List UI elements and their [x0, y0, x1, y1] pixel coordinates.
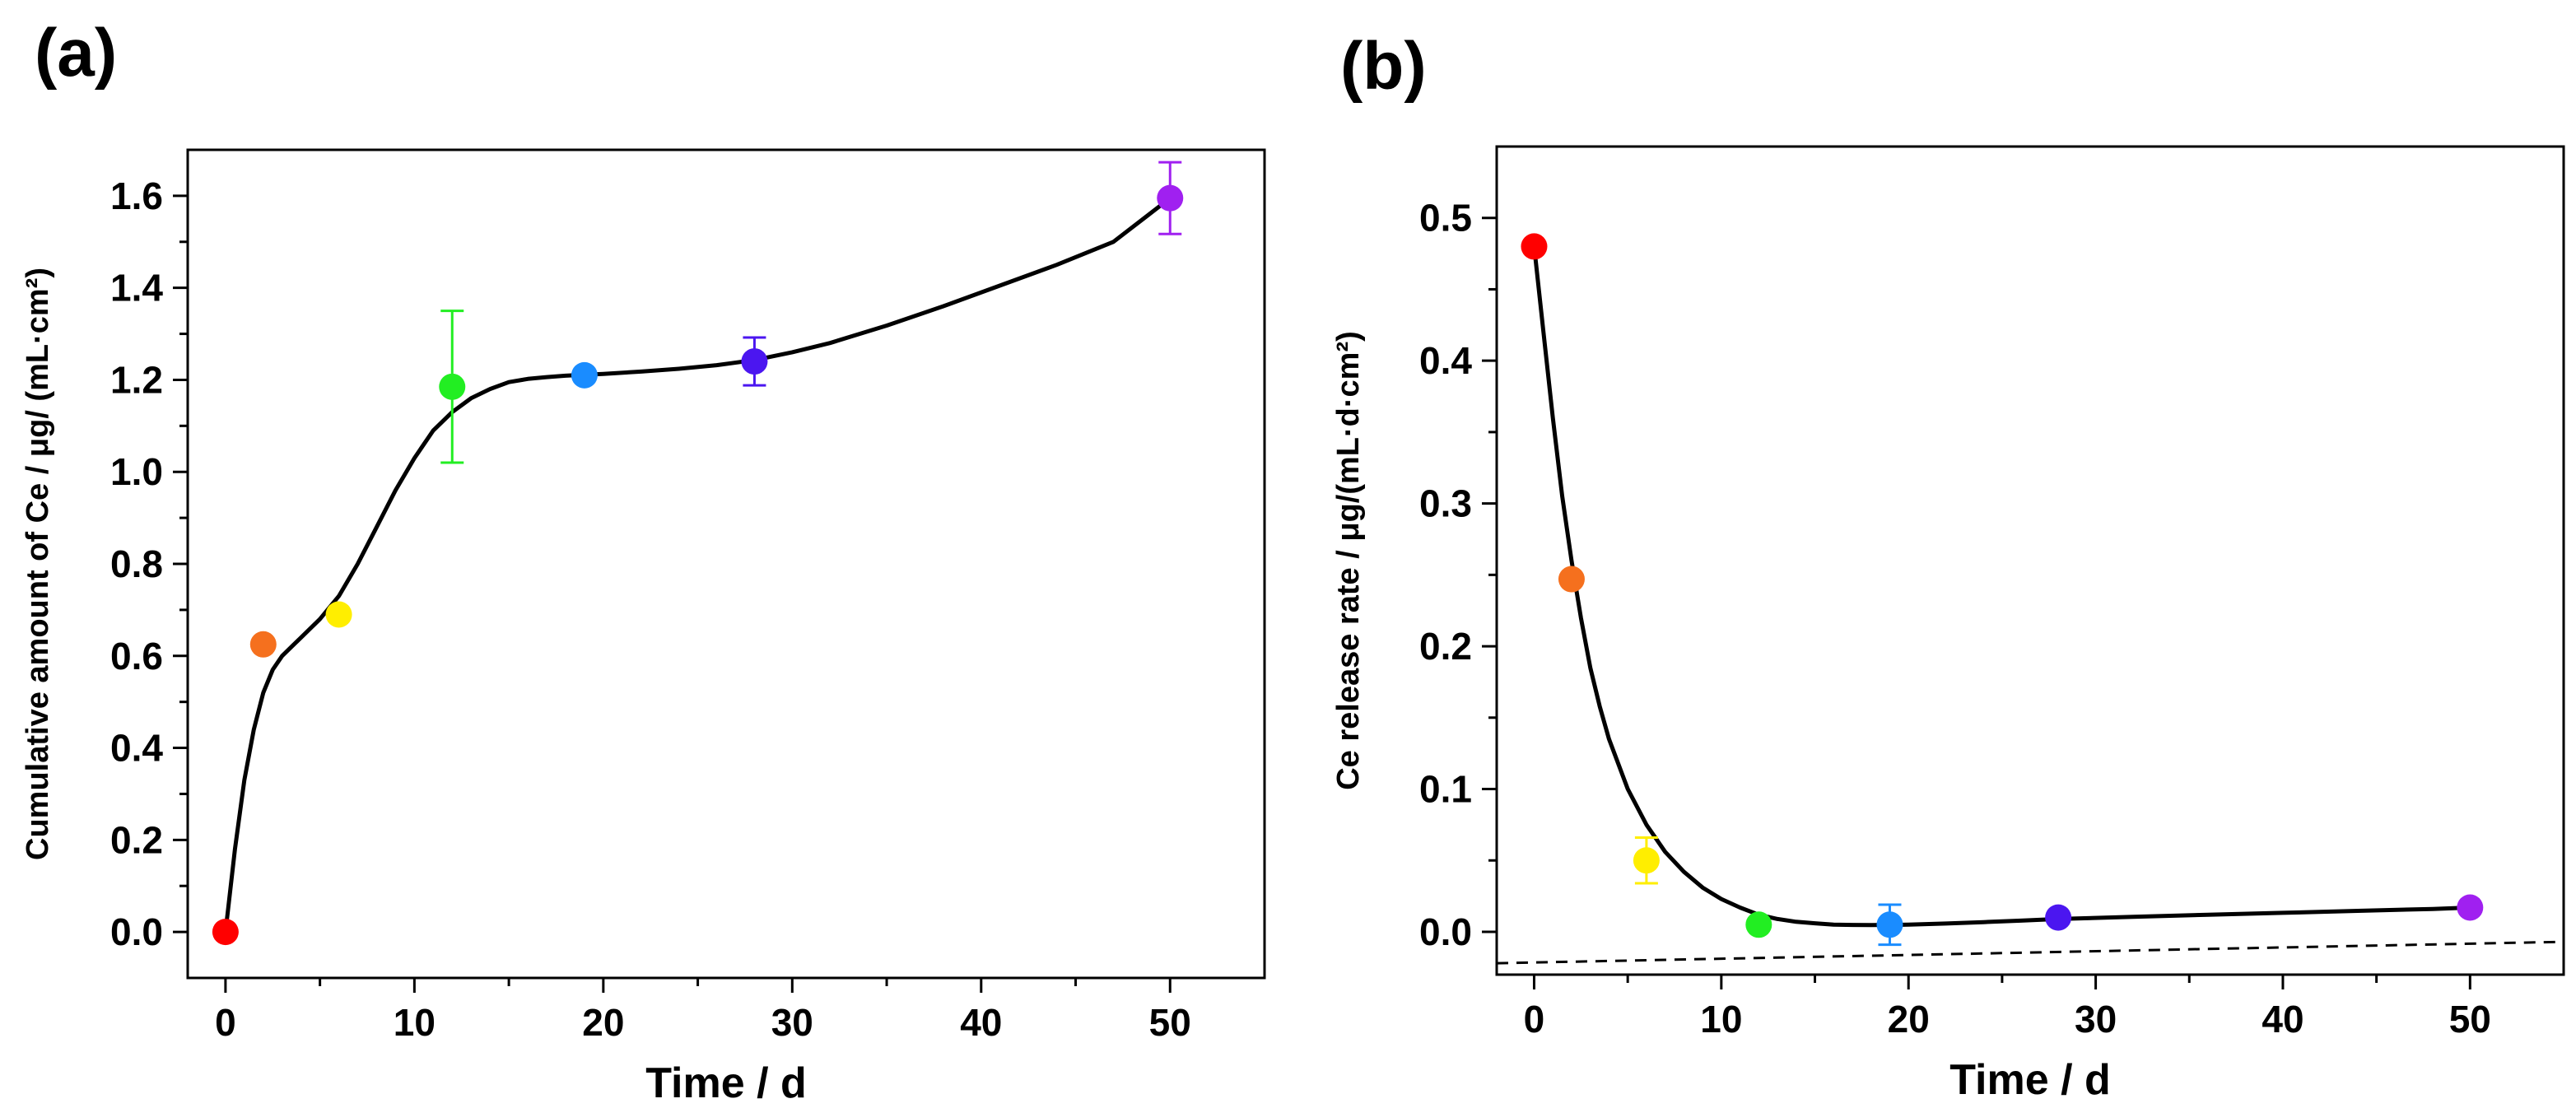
panel-b-frame — [1495, 145, 2565, 976]
panel-a-x-tick-label: 30 — [771, 1001, 813, 1044]
panel-b-x-tick-label: 10 — [1700, 998, 1742, 1040]
panel-a-x-tick-label: 10 — [394, 1001, 436, 1044]
panel-b-data-point — [1633, 847, 1660, 874]
panel-a-data-point — [741, 348, 768, 375]
panel-b-data-point — [2045, 904, 2072, 931]
panel-a-data-point — [571, 361, 598, 389]
panel-a-data-point — [439, 373, 466, 400]
panel-a-y-tick-label: 1.4 — [110, 267, 163, 310]
panel-b-x-tick-label: 40 — [2262, 998, 2303, 1040]
panel-b-x-tick-label: 20 — [1888, 998, 1930, 1040]
panel-b-x-axis-title: Time / d — [1949, 1056, 2111, 1104]
panel-b-data-point — [1745, 911, 1772, 938]
panel-b-y-tick-label: 0.2 — [1419, 625, 1472, 668]
panel-a-y-axis-title-text: Cumulative amount of Ce / μg/ (mL·cm²) — [21, 268, 55, 860]
panel-a-x-tick-label: 0 — [215, 1001, 236, 1044]
panel-a-y-tick-label: 0.8 — [110, 542, 163, 585]
panel-b-data-point — [1558, 566, 1585, 593]
panel-b-data-point — [1521, 233, 1548, 260]
panel-a-fit-curve — [223, 196, 1172, 933]
panel-b-data-point — [2457, 894, 2484, 921]
panel-a-y-tick-label: 1.2 — [110, 358, 163, 401]
panel-a-y-tick-label: 0.2 — [110, 818, 163, 861]
panel-a-y-tick-label: 0.4 — [110, 727, 163, 770]
panel-a-x-tick-label: 50 — [1149, 1001, 1191, 1044]
panel-a-data-point — [1157, 184, 1184, 212]
panel-a-y-tick-label: 1.0 — [110, 450, 163, 493]
panel-a-y-tick-label: 0.6 — [110, 635, 163, 677]
panel-b-y-tick-label: 0.0 — [1419, 910, 1472, 953]
panel-b-y-tick-label: 0.4 — [1419, 339, 1472, 382]
panel-b-y-tick-label: 0.5 — [1419, 197, 1472, 240]
panel-a-y-tick-label: 0.0 — [110, 910, 163, 953]
panel-a-y-axis-title: Cumulative amount of Ce / μg/ (mL·cm²) — [21, 268, 55, 860]
panel-b-y-axis-title: Ce release rate / μg/(mL·d·cm²) — [1331, 331, 1366, 790]
panel-b-y-axis-title-text: Ce release rate / μg/(mL·d·cm²) — [1331, 331, 1366, 790]
panel-b-y-tick-label: 0.1 — [1419, 768, 1472, 811]
panel-b-x-tick-label: 50 — [2449, 998, 2491, 1040]
panel-b-fit-curve — [1532, 246, 2471, 928]
panel-a-data-point — [325, 601, 352, 628]
panel-b: (b) 0 10 20 30 40 50 0.0 0.1 0.2 0.3 0.4 0.5 Time /… — [1331, 29, 2565, 1104]
panel-a-y-tick-label: 1.6 — [110, 175, 163, 217]
panel-b-label: (b) — [1340, 29, 1427, 104]
panel-a-data-point — [249, 631, 277, 658]
panel-b-data-point — [1876, 911, 1903, 938]
panel-a: (a) 0 10 20 30 40 50 0.0 0.2 0.4 0.6 0.8 1.0 1.2 1.4 1… — [21, 16, 1266, 1107]
panel-a-x-axis-title: Time / d — [645, 1059, 807, 1107]
panel-b-baseline — [1496, 940, 2564, 965]
panel-a-x-tick-label: 40 — [960, 1001, 1002, 1044]
panel-a-label: (a) — [35, 16, 117, 91]
panel-b-x-tick-label: 0 — [1524, 998, 1545, 1040]
panel-b-x-tick-label: 30 — [2075, 998, 2117, 1040]
panel-a-data-point — [212, 919, 239, 946]
panel-a-x-tick-label: 20 — [582, 1001, 624, 1044]
panel-b-y-tick-label: 0.3 — [1419, 482, 1472, 525]
